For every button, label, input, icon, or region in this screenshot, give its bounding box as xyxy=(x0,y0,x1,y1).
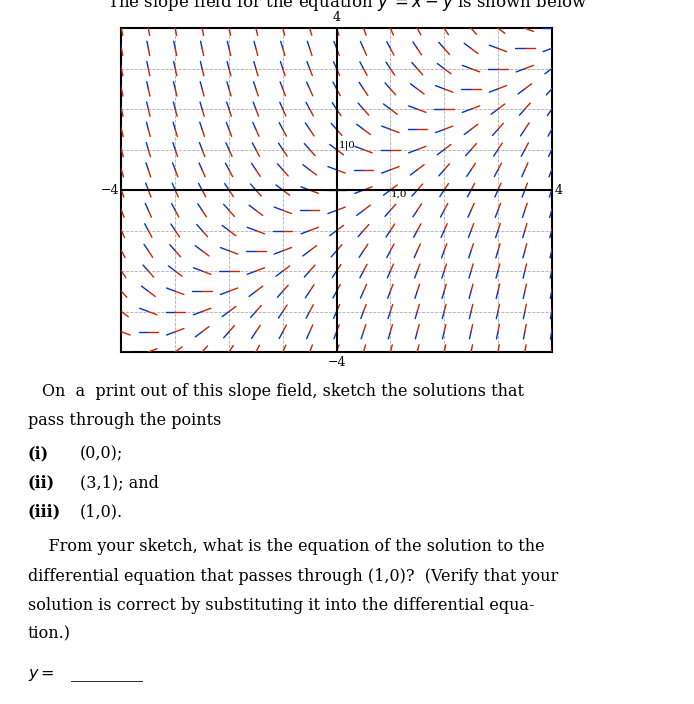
Text: solution is correct by substituting it into the differential equa-: solution is correct by substituting it i… xyxy=(28,597,534,614)
Text: The slope field for the equation $y^{\prime} = x - y$ is shown below: The slope field for the equation $y^{\pr… xyxy=(107,0,587,14)
Text: From your sketch, what is the equation of the solution to the: From your sketch, what is the equation o… xyxy=(28,539,544,555)
Text: tion.): tion.) xyxy=(28,626,71,643)
Text: 1|0: 1|0 xyxy=(339,140,356,150)
Text: pass through the points: pass through the points xyxy=(28,412,221,429)
Text: (1,0).: (1,0). xyxy=(80,503,123,520)
Text: −4: −4 xyxy=(328,356,346,369)
Text: (0,0);: (0,0); xyxy=(80,445,124,462)
Text: 4: 4 xyxy=(332,11,341,24)
Text: (i): (i) xyxy=(28,445,49,462)
Text: On  a  print out of this slope field, sketch the solutions that: On a print out of this slope field, sket… xyxy=(42,383,524,400)
Text: differential equation that passes through (1,0)?  (Verify that your: differential equation that passes throug… xyxy=(28,567,558,584)
Text: −4: −4 xyxy=(100,184,119,196)
Text: 1,0: 1,0 xyxy=(390,190,407,199)
Text: $y = $   _________: $y = $ _________ xyxy=(28,667,144,684)
Text: (ii): (ii) xyxy=(28,474,55,491)
Text: (3,1); and: (3,1); and xyxy=(80,474,159,491)
Text: (iii): (iii) xyxy=(28,503,61,520)
Text: 4: 4 xyxy=(555,184,562,196)
